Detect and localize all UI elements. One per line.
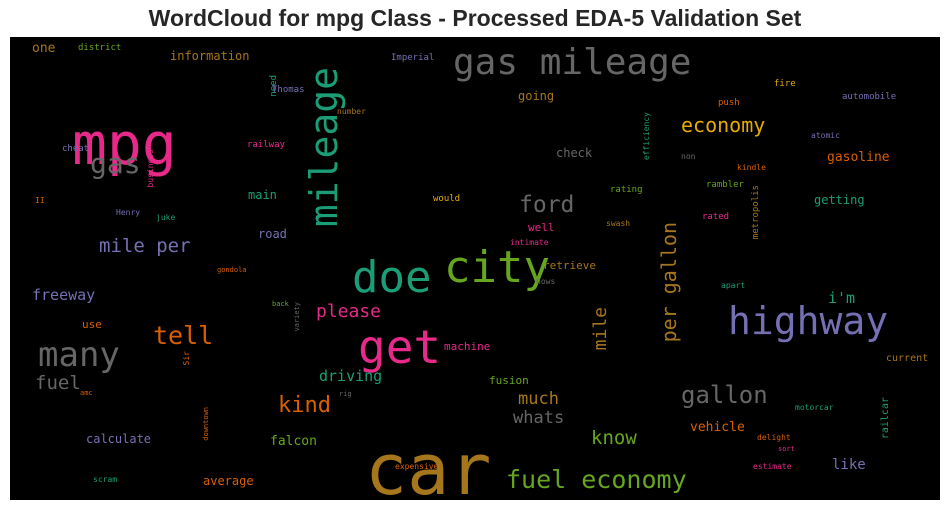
word-estimate: estimate (753, 462, 792, 471)
word-rating: rating (610, 185, 643, 195)
word-use: use (82, 318, 102, 331)
word-need: need (269, 75, 279, 97)
word-economy: economy (681, 113, 765, 137)
word-doe: doe (352, 252, 431, 303)
word-one: one (32, 41, 56, 56)
word-driving: driving (319, 367, 382, 385)
word-ii: II (35, 196, 45, 205)
word-car: car (365, 429, 491, 500)
word-metropolis: metropolis (751, 185, 761, 239)
word-know: know (591, 427, 637, 449)
word-sir: Sir (182, 351, 191, 366)
word-number: number (337, 107, 366, 116)
word-tell: tell (153, 321, 213, 350)
word-gondola: gondola (217, 266, 247, 274)
word-swash: swash (606, 219, 630, 228)
word-imperial: Imperial (391, 53, 434, 63)
word-mile-per: mile per (99, 235, 191, 257)
word-ford: ford (519, 192, 574, 218)
word-motorcar: motorcar (795, 403, 834, 412)
word-delight: delight (757, 433, 791, 442)
word-gallon: gallon (681, 381, 768, 409)
word-machine: machine (444, 340, 490, 353)
word-freeway: freeway (32, 286, 95, 304)
word-expensive: expensive (395, 462, 439, 471)
word-information: information (170, 49, 249, 63)
word-intimate: intimate (510, 238, 549, 247)
word-fuel: fuel (35, 372, 81, 394)
word-apart: apart (721, 281, 745, 290)
word-well: well (528, 221, 555, 234)
word-non: non (681, 152, 696, 161)
word-business: business (146, 149, 155, 188)
chart-title: WordCloud for mpg Class - Processed EDA-… (148, 5, 802, 31)
word-whats: whats (513, 408, 564, 428)
word-fusion: fusion (489, 374, 529, 387)
word-like: like (832, 457, 866, 473)
word-fire: fire (774, 79, 796, 89)
word-get: get (358, 320, 441, 374)
word-gas: gas (90, 147, 141, 180)
word-district: district (78, 43, 121, 53)
word-mileage: mileage (302, 67, 346, 227)
word-fuel-economy: fuel economy (506, 465, 687, 494)
word-check: check (556, 146, 593, 160)
word-gasoline: gasoline (827, 150, 890, 165)
word-automobile: automobile (842, 92, 896, 102)
word-main: main (248, 188, 277, 202)
word-push: push (718, 98, 740, 108)
word-amc: amc (80, 389, 93, 397)
word-rig: rig (339, 390, 352, 398)
word-highway: highway (728, 299, 888, 343)
word-retrieve: retrieve (543, 259, 596, 272)
word-downtown: downtown (202, 407, 210, 441)
word-kindle: kindle (737, 163, 766, 172)
word-going: going (518, 89, 554, 103)
word-mile: mile (590, 307, 611, 350)
word-scram: scram (93, 475, 117, 484)
word-average: average (203, 474, 254, 488)
word-cloud: car mpg gas mileage mileage city doe get highwa… (10, 37, 940, 500)
word-many: many (38, 335, 120, 375)
word-henry: Henry (116, 208, 140, 217)
word-getting: getting (814, 193, 865, 207)
word-railway: railway (247, 140, 286, 150)
word-city: city (444, 242, 550, 293)
word-juke: juke (156, 213, 175, 222)
word-rambler: rambler (706, 180, 745, 190)
word-gas-mileage: gas mileage (453, 42, 691, 83)
word-mpg: mpg (72, 110, 177, 178)
word-thomas: Thomas (272, 85, 305, 95)
word-rated: rated (702, 212, 729, 222)
word-variety: variety (293, 302, 301, 332)
word-calculate: calculate (86, 432, 151, 446)
word-back: back (272, 300, 290, 308)
word-hows: hows (536, 277, 555, 286)
word-railcar: railcar (880, 397, 891, 439)
word-would: would (433, 194, 460, 204)
word-vehicle: vehicle (690, 420, 745, 435)
word-efficiency: efficiency (642, 112, 651, 160)
word-please: please (316, 301, 381, 322)
word-much: much (518, 389, 559, 409)
word-sort: sort (778, 445, 795, 453)
word-i-m: i'm (828, 289, 855, 307)
word-kind: kind (278, 393, 331, 418)
word-cheat: cheat (62, 144, 89, 154)
word-atomic: atomic (811, 131, 840, 140)
word-road: road (258, 227, 287, 241)
word-per-gallon: per gallon (657, 222, 681, 342)
word-falcon: falcon (270, 434, 317, 449)
word-current: current (886, 353, 928, 364)
